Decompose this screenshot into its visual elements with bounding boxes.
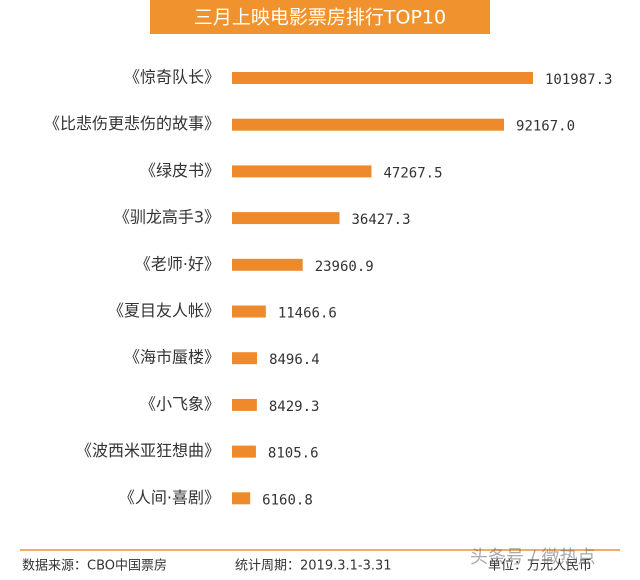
category-label: 《驯龙高手3》 (114, 208, 220, 227)
bar (232, 352, 258, 365)
bar (232, 305, 266, 318)
value-label: 6160.8 (262, 492, 313, 508)
chart-title: 三月上映电影票房排行TOP10 (194, 7, 446, 29)
category-label: 《绿皮书》 (140, 161, 220, 180)
category-label: 《波西米亚狂想曲》 (76, 441, 220, 460)
period: 统计周期：2019.3.1-3.31 (235, 559, 392, 574)
value-label: 8496.4 (269, 352, 320, 368)
bar (232, 398, 257, 411)
category-label: 《比悲伤更悲伤的故事》 (44, 114, 220, 133)
unit: 单位：万元人民币 (488, 559, 592, 574)
value-label: 8105.6 (268, 446, 319, 462)
value-label: 11466.6 (278, 306, 337, 322)
value-label: 101987.3 (545, 72, 612, 88)
category-label: 《夏目友人帐》 (108, 301, 220, 320)
source: 数据来源：CBO中国票房 (22, 558, 167, 574)
value-label: 8429.3 (269, 399, 320, 415)
category-label: 《小飞象》 (140, 394, 220, 413)
bar (232, 212, 340, 225)
bar (232, 445, 256, 458)
value-label: 23960.9 (315, 259, 374, 275)
category-label: 《惊奇队长》 (124, 68, 220, 87)
category-label: 《人间·喜剧》 (119, 488, 220, 507)
watermark: 头条号 / 微热点 (470, 547, 596, 568)
value-label: 47267.5 (384, 165, 443, 181)
value-label: 92167.0 (516, 119, 575, 135)
value-label: 36427.3 (352, 212, 411, 228)
bar (232, 118, 505, 131)
category-label: 《老师·好》 (135, 254, 220, 273)
category-label: 《海市蜃楼》 (124, 348, 220, 367)
bar (232, 165, 372, 178)
title-banner (150, 0, 490, 34)
bar (232, 492, 251, 505)
bar (232, 258, 303, 271)
bar (232, 72, 533, 84)
